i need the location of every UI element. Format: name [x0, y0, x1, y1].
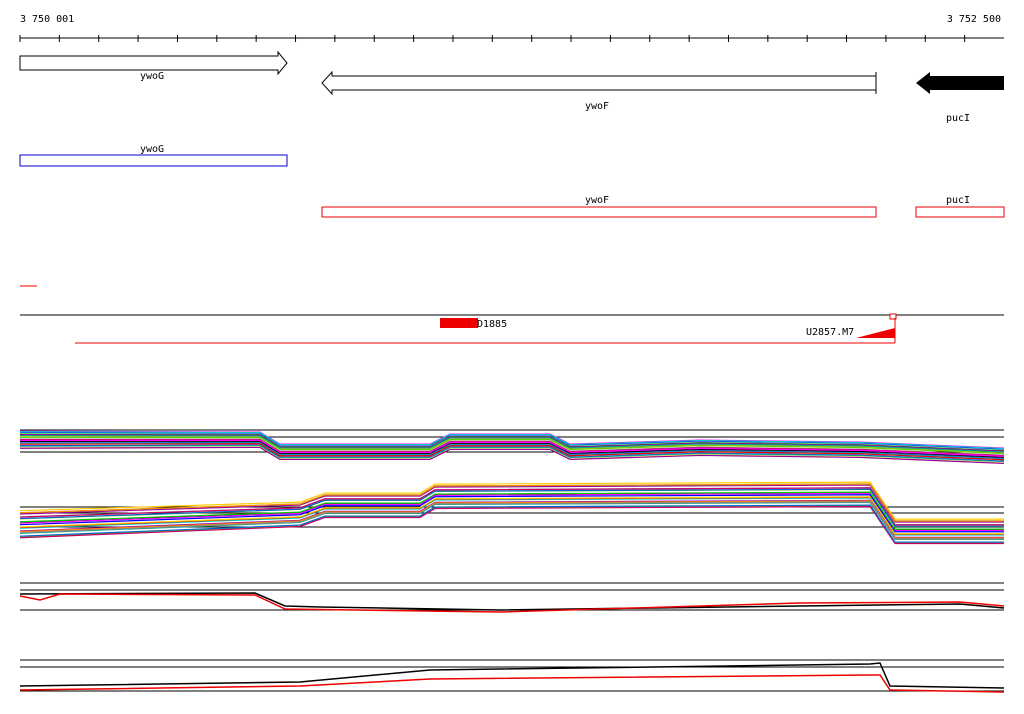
expression-line: [19, 446, 1005, 465]
expression-line: [19, 494, 1004, 533]
expression-line: [19, 492, 1004, 531]
expression-line: [19, 439, 1005, 458]
feature-triangle: [856, 328, 895, 338]
gene-arrow: [19, 50, 288, 76]
expression-line: [19, 434, 1005, 452]
ruler-end: 3 752 500: [947, 14, 1001, 25]
annotation-label: ywoF: [585, 195, 609, 206]
expression-line: [19, 662, 1005, 689]
expression-line: [19, 491, 1004, 530]
expression-tracks: [19, 429, 1005, 693]
ruler-start: 3 750 001: [20, 14, 74, 25]
expression-line: [19, 505, 1004, 545]
expression-line: [19, 501, 1004, 540]
annotation-box: [19, 154, 288, 167]
annotation-box: [915, 206, 1005, 218]
expression-line: [19, 505, 1004, 544]
expression-line: [19, 484, 1004, 523]
expression-line: [19, 431, 1005, 450]
expression-line: [19, 496, 1004, 535]
feature-block: [440, 318, 478, 328]
expression-line: [19, 440, 1005, 458]
expression-line: [19, 592, 1005, 611]
annotation-label: pucI: [946, 195, 970, 206]
gene-arrow: [916, 72, 1004, 94]
feature-label: D1885: [477, 319, 507, 330]
annotation-box: [321, 206, 877, 218]
expression-line: [19, 593, 1005, 613]
expression-line: [19, 434, 1005, 453]
ruler-ticks: [19, 35, 966, 42]
gene-arrow: [321, 70, 877, 96]
expression-line: [19, 487, 1004, 526]
gene-label: ywoF: [585, 101, 609, 112]
expression-line: [19, 443, 1005, 461]
gene-label: pucI: [946, 113, 970, 124]
feature-box: [889, 313, 897, 320]
expression-line: [19, 504, 1004, 543]
expression-line: [19, 436, 1005, 455]
gene-label: ywoG: [140, 71, 164, 82]
feature-label: U2857.M7: [806, 327, 854, 338]
expression-line: [19, 674, 1005, 693]
expression-line: [19, 444, 1005, 463]
expression-line: [19, 483, 1004, 522]
expression-line: [19, 488, 1004, 527]
annotation-label: ywoG: [140, 144, 164, 155]
expression-line: [19, 441, 1005, 460]
expression-line: [19, 481, 1004, 520]
